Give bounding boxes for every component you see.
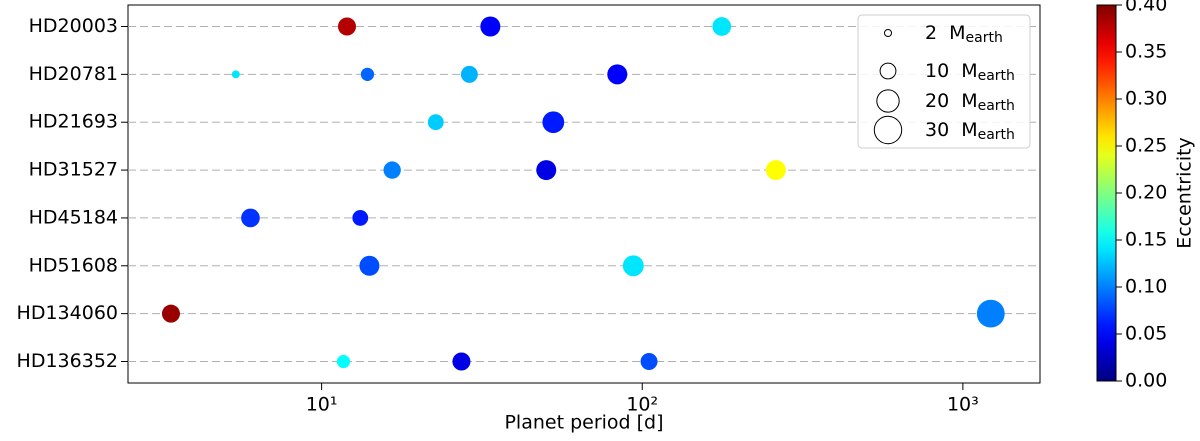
legend-unit-sub: earth [978, 68, 1015, 84]
x-tick-label: 10¹ [306, 394, 338, 416]
plot-frame [127, 4, 1041, 384]
legend-label: 10 Mearth [925, 60, 1015, 85]
planet-dot [336, 354, 351, 369]
y-tick-label: HD21693 [29, 111, 118, 133]
colorbar-tick-label: 0.05 [1125, 323, 1167, 345]
planet-dot [542, 111, 565, 134]
planet-dot [241, 208, 260, 228]
planet-dot [337, 17, 357, 36]
legend-unit-sub: earth [966, 30, 1003, 46]
planet-dot [452, 352, 471, 371]
planet-dot [607, 64, 628, 85]
legend-label: 20 Mearth [925, 90, 1015, 115]
legend-value: 2 [925, 22, 937, 44]
colorbar-tick-label: 0.40 [1125, 0, 1167, 16]
planet-dot [765, 160, 786, 181]
planet-dot [640, 353, 658, 370]
planet-dot [427, 114, 444, 131]
y-tick-label: HD51608 [29, 254, 118, 276]
y-tick-label: HD45184 [29, 206, 118, 228]
planet-dot [360, 67, 375, 81]
planet-dot [383, 161, 401, 179]
y-tick-label: HD134060 [17, 302, 118, 324]
planet-dot [161, 304, 180, 323]
legend-value: 20 [925, 90, 949, 112]
legend-box [857, 14, 1031, 149]
colorbar-tick-label: 0.35 [1125, 41, 1167, 63]
x-tick-label: 10² [626, 394, 658, 416]
colorbar-label: Eccentricity [1174, 137, 1196, 249]
colorbar-tick-label: 0.00 [1125, 370, 1167, 392]
colorbar-tick-label: 0.30 [1125, 88, 1167, 110]
colorbar [1096, 4, 1117, 382]
planet-dot [460, 65, 478, 83]
y-tick-label: HD20781 [29, 63, 118, 85]
planet-dot [231, 70, 240, 79]
planet-dot [622, 255, 644, 277]
colorbar-tick-label: 0.10 [1125, 276, 1167, 298]
planet-dot [976, 299, 1005, 328]
legend-value: 30 [925, 119, 949, 141]
x-tick-label: 10³ [947, 394, 979, 416]
legend-marker [883, 28, 893, 38]
legend-marker [876, 89, 900, 113]
planet-dot [352, 210, 369, 226]
colorbar-tick-label: 0.20 [1125, 182, 1167, 204]
legend-unit-sub: earth [978, 98, 1015, 114]
planet-dot [712, 17, 732, 36]
y-tick-label: HD31527 [29, 159, 118, 181]
legend-marker [879, 62, 897, 80]
colorbar-tick-label: 0.25 [1125, 135, 1167, 157]
planet-dot [359, 255, 380, 276]
planet-dot [480, 16, 501, 37]
legend-marker [873, 115, 903, 145]
x-axis-label: Planet period [d] [504, 412, 663, 434]
legend-unit: M [961, 119, 977, 141]
planet-dot [536, 160, 557, 181]
legend-value: 10 [925, 60, 949, 82]
legend-label: 2 Mearth [925, 22, 1003, 47]
y-tick-label: HD136352 [17, 350, 118, 372]
colorbar-tick-label: 0.15 [1125, 229, 1167, 251]
legend-unit: M [961, 60, 977, 82]
y-tick-label: HD20003 [29, 15, 118, 37]
legend-label: 30 Mearth [925, 119, 1015, 144]
legend-unit-sub: earth [978, 127, 1015, 143]
legend-unit: M [949, 22, 965, 44]
legend-unit: M [961, 90, 977, 112]
